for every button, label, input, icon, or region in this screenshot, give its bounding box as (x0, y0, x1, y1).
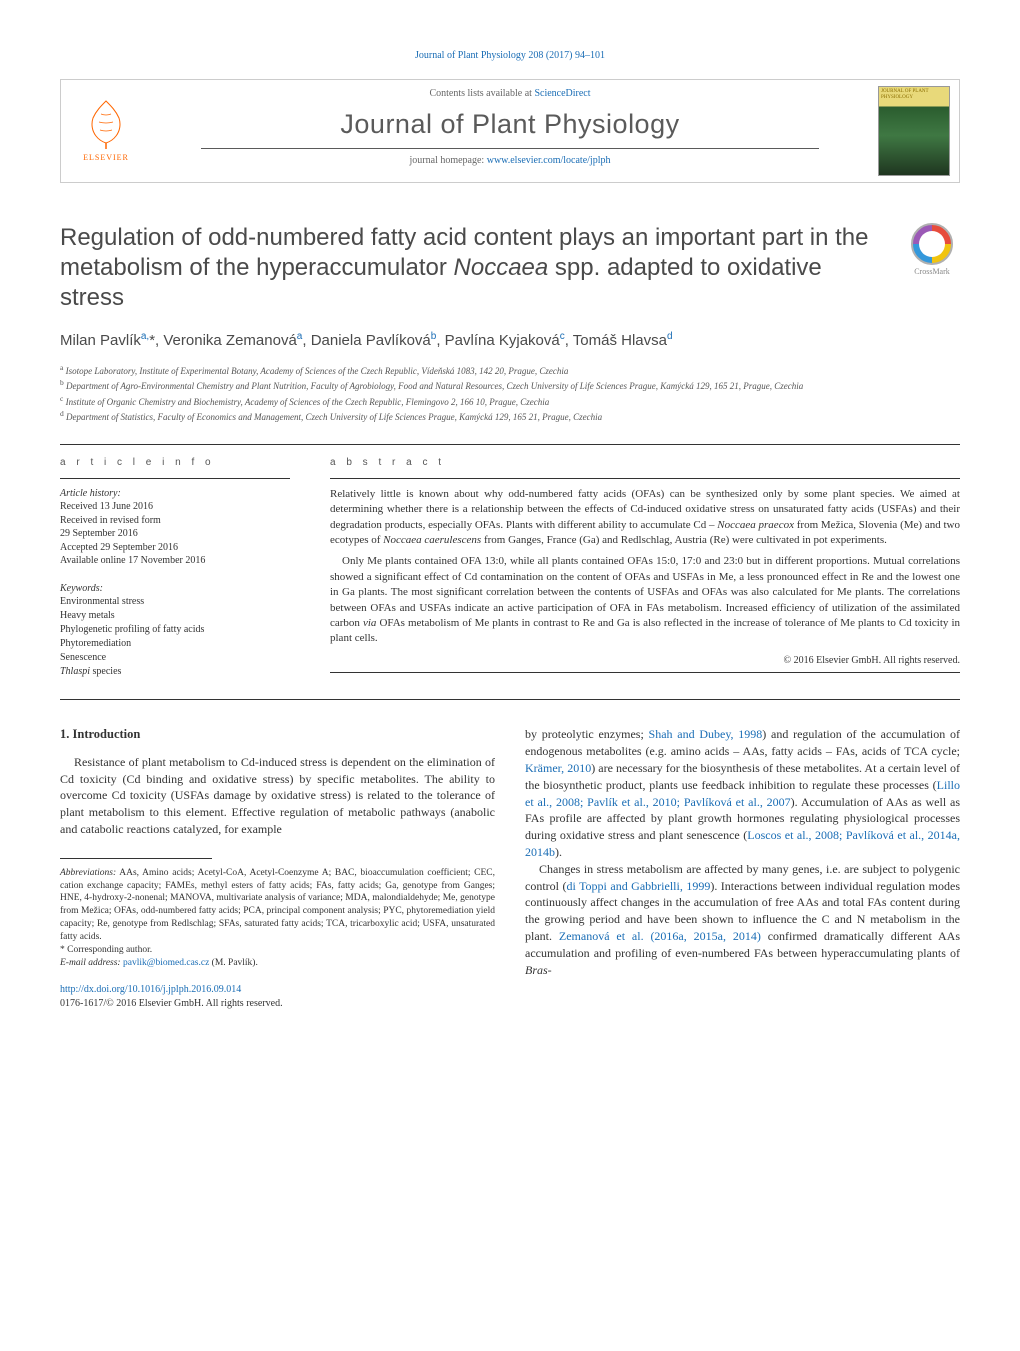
article-history-label: Article history: (60, 487, 290, 501)
history-item: 29 September 2016 (60, 527, 290, 541)
author-list: Milan Pavlíka,*, Veronika Zemanováa, Dan… (60, 329, 960, 353)
article-title: Regulation of odd-numbered fatty acid co… (60, 223, 884, 313)
history-item: Received 13 June 2016 (60, 500, 290, 514)
elsevier-tree-icon (81, 96, 131, 151)
keyword-item: Environmental stress (60, 595, 290, 609)
email-footnote: E-mail address: pavlik@biomed.cas.cz (M.… (60, 957, 495, 970)
history-item: Accepted 29 September 2016 (60, 541, 290, 555)
section-divider-bottom (60, 699, 960, 700)
body-column-left: 1. Introduction Resistance of plant meta… (60, 726, 495, 1011)
journal-homepage-line: journal homepage: www.elsevier.com/locat… (161, 155, 859, 166)
keyword-item: Phytoremediation (60, 637, 290, 651)
masthead-center: Contents lists available at ScienceDirec… (151, 80, 869, 182)
doi-line: http://dx.doi.org/10.1016/j.jplph.2016.0… (60, 983, 495, 997)
journal-title: Journal of Plant Physiology (161, 109, 859, 140)
abbreviations-label: Abbreviations: (60, 868, 116, 878)
abstract-column: a b s t r a c t Relatively little is kno… (330, 457, 960, 694)
footnote-separator (60, 858, 212, 859)
abstract-paragraph: Relatively little is known about why odd… (330, 487, 960, 549)
abstract-heading: a b s t r a c t (330, 457, 960, 468)
introduction-heading: 1. Introduction (60, 726, 495, 744)
header-citation: Journal of Plant Physiology 208 (2017) 9… (60, 50, 960, 61)
intro-paragraph-right-1: by proteolytic enzymes; Shah and Dubey, … (525, 726, 960, 860)
history-item: Available online 17 November 2016 (60, 554, 290, 568)
crossmark-label: CrossMark (914, 267, 950, 276)
intro-paragraph-right-2: Changes in stress metabolism are affecte… (525, 861, 960, 979)
contents-available-line: Contents lists available at ScienceDirec… (161, 88, 859, 99)
cover-title-text: JOURNAL OF PLANT PHYSIOLOGY (879, 87, 949, 102)
article-info-column: a r t i c l e i n f o Article history: R… (60, 457, 290, 694)
abstract-text: Relatively little is known about why odd… (330, 487, 960, 647)
journal-masthead: ELSEVIER Contents lists available at Sci… (60, 79, 960, 183)
email-label: E-mail address: (60, 958, 121, 968)
corresponding-author-footnote: * Corresponding author. (60, 944, 495, 957)
keyword-item: Senescence (60, 651, 290, 665)
article-info-heading: a r t i c l e i n f o (60, 457, 290, 468)
affiliation-item: a Isotope Laboratory, Institute of Exper… (60, 363, 960, 378)
keywords-block: Keywords: Environmental stressHeavy meta… (60, 582, 290, 680)
affiliation-item: c Institute of Organic Chemistry and Bio… (60, 394, 960, 409)
crossmark-badge[interactable]: CrossMark (904, 223, 960, 279)
intro-paragraph-left: Resistance of plant metabolism to Cd-ind… (60, 754, 495, 838)
contents-prefix: Contents lists available at (429, 88, 534, 99)
keyword-item: Heavy metals (60, 609, 290, 623)
elsevier-logo: ELSEVIER (77, 96, 135, 166)
article-history-block: Article history: Received 13 June 2016Re… (60, 487, 290, 568)
abbreviations-text: AAs, Amino acids; Acetyl-CoA, Acetyl-Coe… (60, 868, 495, 942)
keywords-label: Keywords: (60, 582, 290, 596)
abstract-copyright: © 2016 Elsevier GmbH. All rights reserve… (330, 655, 960, 666)
journal-cover-block: JOURNAL OF PLANT PHYSIOLOGY (869, 80, 959, 182)
abbreviations-footnote: Abbreviations: AAs, Amino acids; Acetyl-… (60, 867, 495, 944)
issn-copyright-line: 0176-1617/© 2016 Elsevier GmbH. All righ… (60, 997, 495, 1011)
affiliation-item: b Department of Agro-Environmental Chemi… (60, 378, 960, 393)
info-divider (60, 478, 290, 479)
affiliations-list: a Isotope Laboratory, Institute of Exper… (60, 363, 960, 424)
publisher-label: ELSEVIER (83, 153, 129, 162)
journal-homepage-link[interactable]: www.elsevier.com/locate/jplph (487, 155, 611, 166)
doi-link[interactable]: http://dx.doi.org/10.1016/j.jplph.2016.0… (60, 984, 241, 995)
abstract-divider (330, 478, 960, 479)
journal-cover-image: JOURNAL OF PLANT PHYSIOLOGY (878, 86, 950, 176)
crossmark-icon (911, 223, 953, 265)
homepage-prefix: journal homepage: (410, 155, 487, 166)
history-item: Received in revised form (60, 514, 290, 528)
sciencedirect-link[interactable]: ScienceDirect (534, 88, 590, 99)
masthead-divider (201, 148, 819, 149)
abstract-bottom-divider (330, 672, 960, 673)
section-divider-top (60, 444, 960, 445)
keyword-item: Phylogenetic profiling of fatty acids (60, 623, 290, 637)
footnotes-block: Abbreviations: AAs, Amino acids; Acetyl-… (60, 867, 495, 970)
publisher-logo-block: ELSEVIER (61, 80, 151, 182)
email-author-name: (M. Pavlík). (209, 958, 258, 968)
abstract-paragraph: Only Me plants contained OFA 13:0, while… (330, 554, 960, 646)
keyword-item: Thlaspi species (60, 665, 290, 679)
body-column-right: by proteolytic enzymes; Shah and Dubey, … (525, 726, 960, 1011)
corresponding-email-link[interactable]: pavlik@biomed.cas.cz (123, 958, 209, 968)
affiliation-item: d Department of Statistics, Faculty of E… (60, 409, 960, 424)
